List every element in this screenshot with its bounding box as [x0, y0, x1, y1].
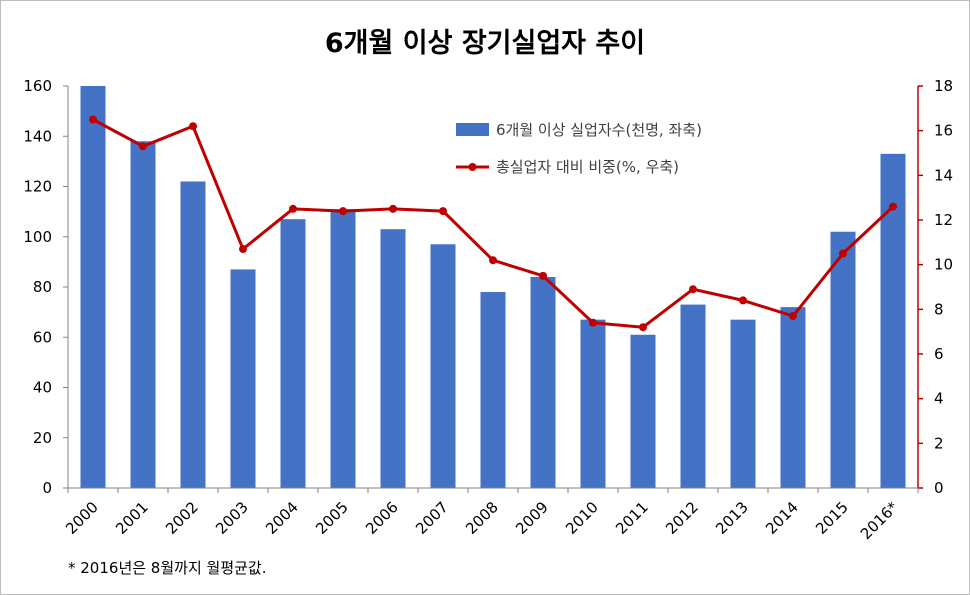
- line-point: [889, 202, 897, 211]
- line-point: [89, 115, 97, 124]
- line-point: [239, 245, 247, 254]
- x-tick-label: 2011: [612, 498, 652, 538]
- bar: [380, 229, 406, 488]
- x-tick-label: 2009: [512, 498, 552, 538]
- legend: 6개월 이상 실업자수(천명, 좌축) 총실업자 대비 비중(%, 우축): [456, 121, 702, 176]
- x-tick-label: 2002: [162, 498, 202, 538]
- line-point: [739, 296, 747, 305]
- x-tick-label: 2000: [62, 498, 102, 538]
- x-tick-label: 2007: [412, 498, 452, 538]
- line-point: [839, 249, 847, 258]
- bar: [680, 304, 706, 488]
- left-tick-label: 80: [33, 278, 52, 296]
- right-tick-label: 6: [934, 345, 944, 363]
- bar: [780, 307, 806, 488]
- footnote: * 2016년은 8월까지 월평균값.: [68, 559, 267, 577]
- bar: [80, 86, 106, 488]
- right-tick-label: 12: [934, 211, 953, 229]
- left-tick-label: 160: [23, 77, 52, 95]
- x-tick-label: 2015: [812, 498, 852, 538]
- bar: [580, 319, 606, 488]
- bar: [330, 209, 356, 489]
- legend-bar-label: 6개월 이상 실업자수(천명, 좌축): [496, 121, 702, 139]
- bar: [630, 334, 656, 488]
- left-tick-label: 0: [42, 479, 52, 497]
- line-point: [189, 122, 197, 131]
- x-tick-label: 2014: [762, 498, 802, 538]
- bar: [430, 244, 456, 488]
- chart-title: 6개월 이상 장기실업자 추이: [325, 28, 645, 59]
- right-tick-label: 16: [934, 122, 953, 140]
- right-tick-label: 18: [934, 77, 953, 95]
- left-tick-label: 120: [23, 178, 52, 196]
- line-point: [789, 312, 797, 321]
- right-tick-label: 14: [934, 166, 953, 184]
- line-point: [689, 285, 697, 294]
- right-tick-label: 4: [934, 390, 944, 408]
- left-tick-label: 60: [33, 328, 52, 346]
- line-point: [339, 207, 347, 216]
- right-tick-label: 0: [934, 479, 944, 497]
- x-tick-label: 2010: [562, 498, 602, 538]
- line-point: [289, 204, 297, 213]
- x-tick-label: 2005: [312, 498, 352, 538]
- bar: [230, 269, 256, 488]
- line-point: [489, 256, 497, 265]
- left-tick-label: 140: [23, 127, 52, 145]
- line-point: [139, 142, 147, 151]
- line-point: [539, 271, 547, 280]
- x-tick-label: 2004: [262, 498, 302, 538]
- bar: [130, 141, 156, 488]
- x-tick-label: 2012: [662, 498, 702, 538]
- x-tick-label: 2006: [362, 498, 402, 538]
- x-tick-label: 2003: [212, 498, 252, 538]
- bar: [280, 219, 306, 488]
- bar: [730, 319, 756, 488]
- bar: [480, 292, 506, 488]
- right-y-axis: 0 2 4 6 8 10 12 14 16 18: [917, 77, 953, 497]
- legend-line-label: 총실업자 대비 비중(%, 우축): [496, 158, 679, 176]
- x-axis: 2000 2001 2002 2003 2004 2005 2006 2007 2008 2009…: [62, 487, 919, 543]
- bar-series: [80, 86, 906, 489]
- x-tick-label: 2016*: [857, 498, 902, 543]
- left-y-axis: 0 20 40 60 80 100 120 140 160: [23, 77, 69, 497]
- right-tick-label: 8: [934, 300, 944, 318]
- left-tick-label: 20: [33, 429, 52, 447]
- line-point: [639, 323, 647, 332]
- x-tick-label: 2008: [462, 498, 502, 538]
- right-tick-label: 10: [934, 256, 953, 274]
- bar: [530, 276, 556, 488]
- x-tick-label: 2001: [112, 498, 152, 538]
- bar: [180, 181, 206, 488]
- legend-bar-swatch: [456, 123, 489, 136]
- line-point: [589, 318, 597, 327]
- right-tick-label: 2: [934, 434, 944, 452]
- left-tick-label: 100: [23, 228, 52, 246]
- line-series: [89, 115, 897, 332]
- bar: [830, 231, 856, 488]
- x-tick-label: 2013: [712, 498, 752, 538]
- line-point: [439, 207, 447, 216]
- line-point: [389, 204, 397, 213]
- legend-line-marker: [468, 163, 477, 171]
- left-tick-label: 40: [33, 379, 52, 397]
